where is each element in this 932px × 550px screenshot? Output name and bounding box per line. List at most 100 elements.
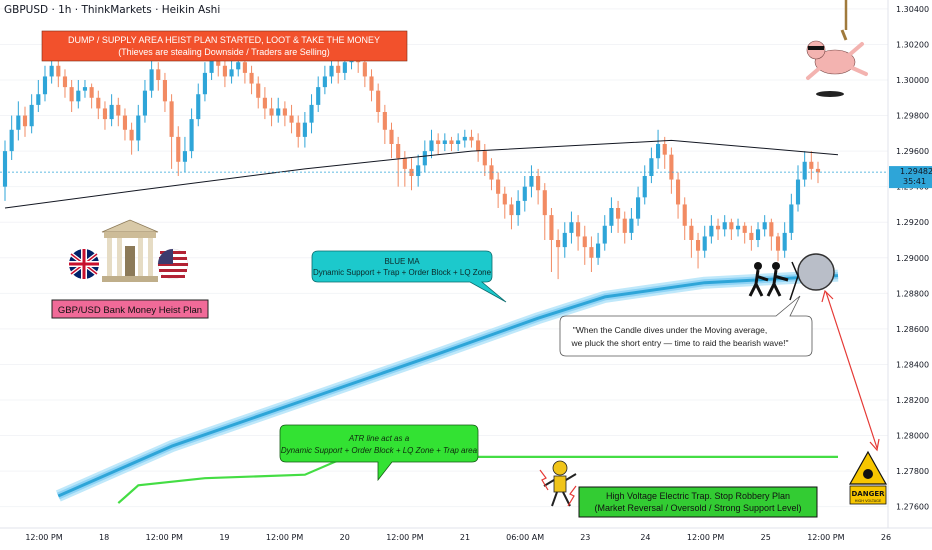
bank-building-icon [101,219,159,282]
blue-ma-title: BLUE MA [384,257,420,266]
candle-body [582,236,587,248]
candle-body [362,62,367,77]
candle [109,94,114,127]
quote-callout: "When the Candle dives under the Moving … [559,295,813,357]
candle [762,215,767,237]
candle-body [409,168,414,176]
candle [402,151,407,187]
candle-body [502,193,507,205]
candle-body [682,204,687,226]
candle-body [389,129,394,144]
candle [382,104,387,144]
time-tick-label: 26 [881,533,891,542]
candle [36,80,41,112]
candle [196,83,201,127]
red-arrow [821,289,880,452]
time-tick-label: 06:00 AM [506,533,544,542]
candle-body [476,140,481,152]
candle-body [369,76,374,91]
stop-robbery-title: High Voltage Electric Trap. Stop Robbery… [606,491,790,501]
candle-body [702,236,707,251]
price-tick-label: 1.29000 [896,254,929,263]
candle-body [49,65,54,77]
candle [222,58,227,88]
blue-ma-callout: BLUE MA Dynamic Support + Trap + Order B… [311,250,507,303]
thieves-icon [748,253,835,301]
candle [176,126,181,176]
time-tick-label: 21 [460,533,470,542]
price-tick-label: 1.29600 [896,147,929,156]
candle [576,215,581,251]
candle-body [329,65,334,77]
candle [789,193,794,240]
candle [2,140,8,201]
candle-body [782,232,787,251]
candle [482,144,487,176]
uk-flag-icon [69,249,99,279]
price-tick-label: 1.28000 [896,432,929,441]
candle [809,151,814,180]
candle [389,122,394,159]
candle [682,197,687,240]
candle [336,58,341,84]
candle [536,168,541,205]
candle [116,97,121,127]
candle-body [429,140,434,152]
candle-body [729,222,734,230]
candle [742,222,747,244]
candle [309,94,314,134]
candle [609,197,614,233]
candle [602,215,607,251]
candle [582,225,587,265]
candle-body [489,165,494,180]
candle-body [262,97,267,109]
candle-body [695,240,701,251]
candle [456,133,461,152]
candle [409,158,414,191]
candle-body [536,176,541,191]
candle-body [802,161,807,180]
candle [282,101,287,127]
candle [629,208,634,240]
candle-body [109,104,114,120]
candle-body [529,176,534,187]
candle-body [182,151,187,162]
candle-body [142,90,148,116]
candle [709,215,714,244]
candle-body [236,62,241,70]
candle-body [442,140,447,144]
time-tick-label: 18 [99,533,109,542]
candle-body [662,144,667,155]
candle [156,62,161,91]
candle-body [755,229,761,240]
candle [56,58,61,88]
candle-body [202,72,207,95]
candle [202,62,207,102]
candle [596,232,601,265]
candle-body [596,243,601,258]
candle-body [249,72,254,84]
candle-body [376,90,381,112]
candle-body [22,115,28,127]
candle-body [89,87,94,98]
candle [322,65,327,95]
candle [529,165,534,198]
candle [162,72,168,112]
candle-body [742,225,747,233]
blue-ma-core [57,274,839,498]
candle [316,76,321,112]
candle-body [469,136,474,141]
atr-callout: ATR line act as a Dynamic Support + Orde… [279,424,479,482]
candle-body [402,158,407,169]
candle [182,136,187,173]
candle-body [82,87,88,91]
candle-body [209,58,214,73]
candle [76,80,81,109]
candle-body [642,176,647,198]
candle-body [542,190,547,216]
candle-body [336,65,341,73]
candle [549,208,554,272]
price-tick-label: 1.28400 [896,360,929,369]
candle [42,65,48,102]
chart-title: GBPUSD · 1h · ThinkMarkets · Heikin Ashi [4,4,220,16]
